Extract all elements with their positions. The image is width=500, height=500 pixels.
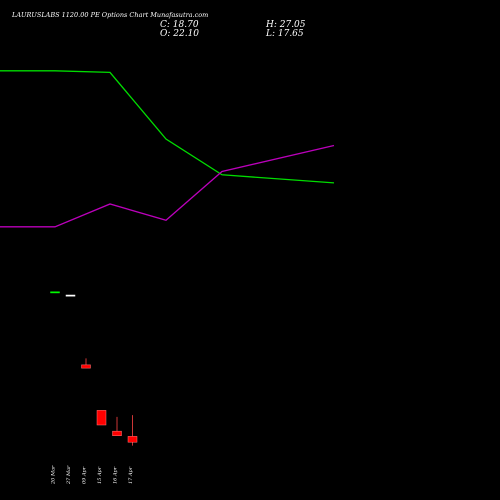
indicator-lines bbox=[0, 70, 335, 228]
candle-body bbox=[65, 294, 76, 297]
candle bbox=[81, 358, 91, 369]
candle bbox=[112, 416, 122, 436]
candle-body bbox=[127, 436, 138, 443]
x-tick-label: 15 Apr bbox=[97, 466, 103, 484]
x-tick-label: 16 Apr bbox=[113, 466, 119, 484]
low-value: L: 17.65 bbox=[265, 29, 304, 39]
candle-body bbox=[96, 410, 107, 426]
candle bbox=[65, 294, 76, 297]
candles bbox=[50, 291, 138, 446]
candle-body bbox=[81, 364, 91, 369]
x-axis-ticks: 20 Mar 27 Mar 09 Apr 15 Apr 16 Apr 17 Apr bbox=[51, 465, 135, 485]
close-value: C: 18.70 bbox=[160, 20, 199, 30]
x-tick-label: 27 Mar bbox=[66, 465, 72, 485]
x-tick-label: 09 Apr bbox=[82, 466, 88, 484]
candle bbox=[96, 410, 107, 426]
chart-title: LAURUSLABS 1120.00 PE Options Chart Muna… bbox=[11, 11, 208, 19]
x-tick-label: 17 Apr bbox=[128, 466, 134, 484]
candle bbox=[50, 291, 60, 294]
candle bbox=[127, 415, 138, 446]
open-value: O: 22.10 bbox=[160, 29, 199, 39]
indicator-line-2 bbox=[0, 144, 335, 228]
indicator-line-1 bbox=[0, 70, 335, 184]
candle-body bbox=[50, 291, 60, 294]
x-tick-label: 20 Mar bbox=[51, 465, 57, 485]
high-value: H: 27.05 bbox=[265, 20, 306, 30]
candle-body bbox=[112, 430, 122, 436]
